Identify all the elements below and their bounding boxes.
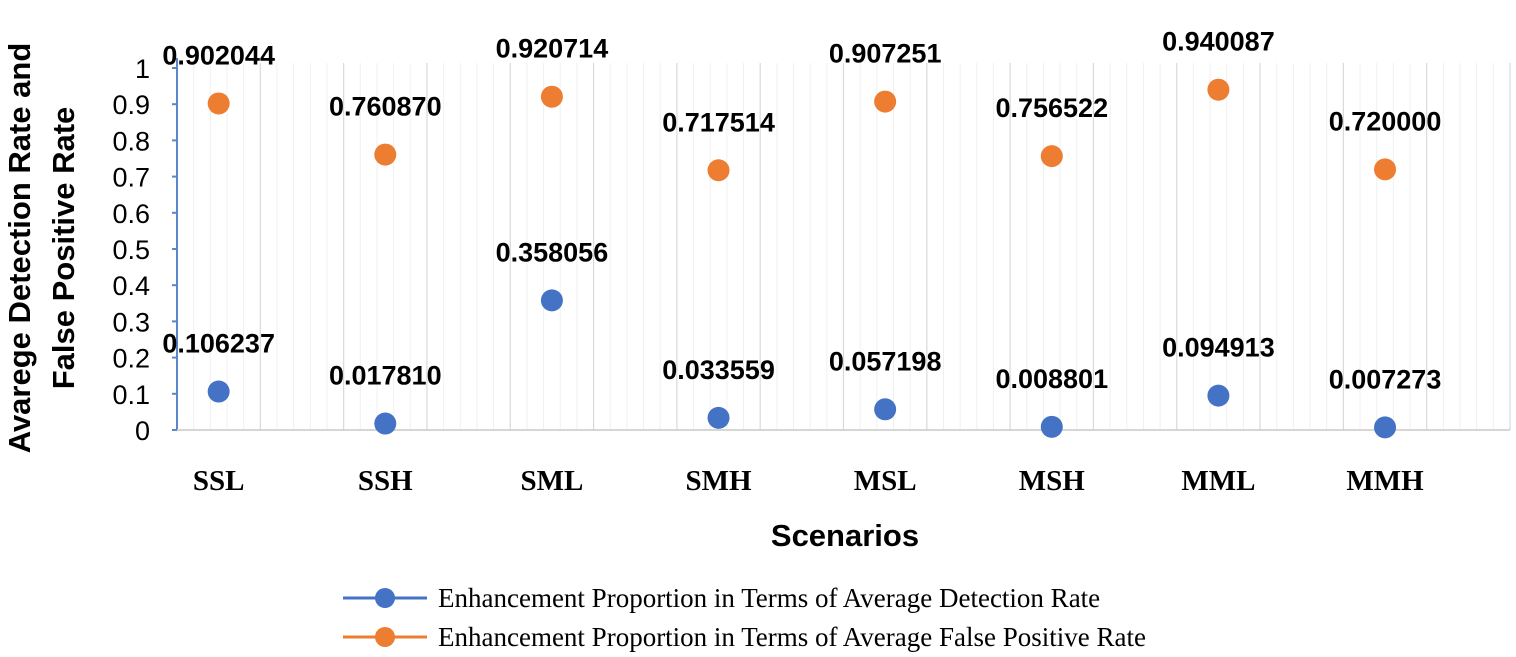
data-label: 0.017810 [329, 361, 442, 391]
x-tick-label: MMH [1346, 465, 1424, 497]
data-point [540, 85, 563, 108]
y-tick-label: 0.9 [112, 90, 150, 120]
data-point [874, 398, 897, 421]
data-point [707, 406, 730, 429]
y-tick-label: 0.6 [112, 199, 150, 229]
data-point [1374, 416, 1397, 439]
data-label: 0.717514 [662, 107, 775, 137]
data-point [1207, 78, 1230, 101]
data-point [374, 143, 397, 166]
data-point [874, 90, 897, 113]
data-label: 0.106237 [162, 329, 275, 359]
legend-label-false-positive-rate: Enhancement Proportion in Terms of Avera… [438, 622, 1146, 652]
x-tick-label: SSL [193, 465, 245, 497]
data-label: 0.907251 [829, 39, 942, 69]
data-point [374, 412, 397, 435]
x-tick-label: SML [520, 465, 583, 497]
data-label: 0.007273 [1329, 364, 1442, 394]
y-tick-label: 1 [135, 54, 150, 84]
y-tick-label: 0.8 [112, 126, 150, 156]
y-tick-labels: 0 0.1 0.2 0.3 0.4 0.5 0.6 0.7 0.8 0.9 1 [112, 54, 177, 446]
data-point [1040, 145, 1063, 168]
legend: Enhancement Proportion in Terms of Avera… [343, 583, 1146, 652]
data-point [207, 380, 230, 403]
grid-lines [193, 63, 1511, 430]
data-label: 0.057198 [829, 346, 942, 376]
legend-label-detection-rate: Enhancement Proportion in Terms of Avera… [438, 583, 1100, 613]
y-axis-title-line-2: False Positive Rate [46, 107, 81, 390]
y-tick-label: 0.4 [112, 271, 150, 301]
x-axis-title: Scenarios [771, 518, 919, 553]
y-tick-label: 0.1 [112, 380, 150, 410]
data-label: 0.756522 [995, 93, 1108, 123]
data-point [1040, 415, 1063, 438]
y-tick-label: 0 [135, 416, 150, 446]
data-label: 0.902044 [162, 40, 275, 70]
x-tick-label: MML [1181, 465, 1255, 497]
data-point [540, 289, 563, 312]
y-tick-label: 0.2 [112, 344, 150, 374]
data-point [1374, 158, 1397, 181]
data-label: 0.094913 [1162, 333, 1275, 363]
legend-marker-false-positive-rate [375, 627, 395, 647]
data-label: 0.760870 [329, 92, 442, 122]
y-axis-title: Avarege Detection Rate and False Positiv… [2, 43, 81, 454]
data-label: 0.920714 [496, 34, 609, 64]
x-tick-labels: SSL SSH SML SMH MSL MSH MML MMH [193, 465, 1424, 497]
data-labels: 0.106237 0.017810 0.358056 0.033559 0.057198… [162, 27, 1441, 395]
data-label: 0.720000 [1329, 106, 1442, 136]
data-label: 0.358056 [496, 237, 609, 267]
data-label: 0.940087 [1162, 27, 1275, 57]
y-axis-title-line-1: Avarege Detection Rate and [2, 43, 37, 454]
data-label: 0.033559 [662, 355, 775, 385]
y-tick-label: 0.7 [112, 163, 150, 193]
y-tick-label: 0.5 [112, 235, 150, 265]
x-tick-label: MSL [854, 465, 917, 497]
data-point [1207, 384, 1230, 407]
y-tick-label: 0.3 [112, 307, 150, 337]
x-tick-label: SSH [358, 465, 413, 497]
data-points [207, 78, 1397, 439]
legend-marker-detection-rate [375, 588, 395, 608]
data-label: 0.008801 [995, 364, 1108, 394]
data-point [207, 92, 230, 115]
legend-entry-false-positive-rate: Enhancement Proportion in Terms of Avera… [343, 622, 1146, 652]
legend-entry-detection-rate: Enhancement Proportion in Terms of Avera… [343, 583, 1100, 613]
x-tick-label: SMH [686, 465, 753, 497]
x-tick-label: MSH [1019, 465, 1086, 497]
data-point [707, 159, 730, 182]
